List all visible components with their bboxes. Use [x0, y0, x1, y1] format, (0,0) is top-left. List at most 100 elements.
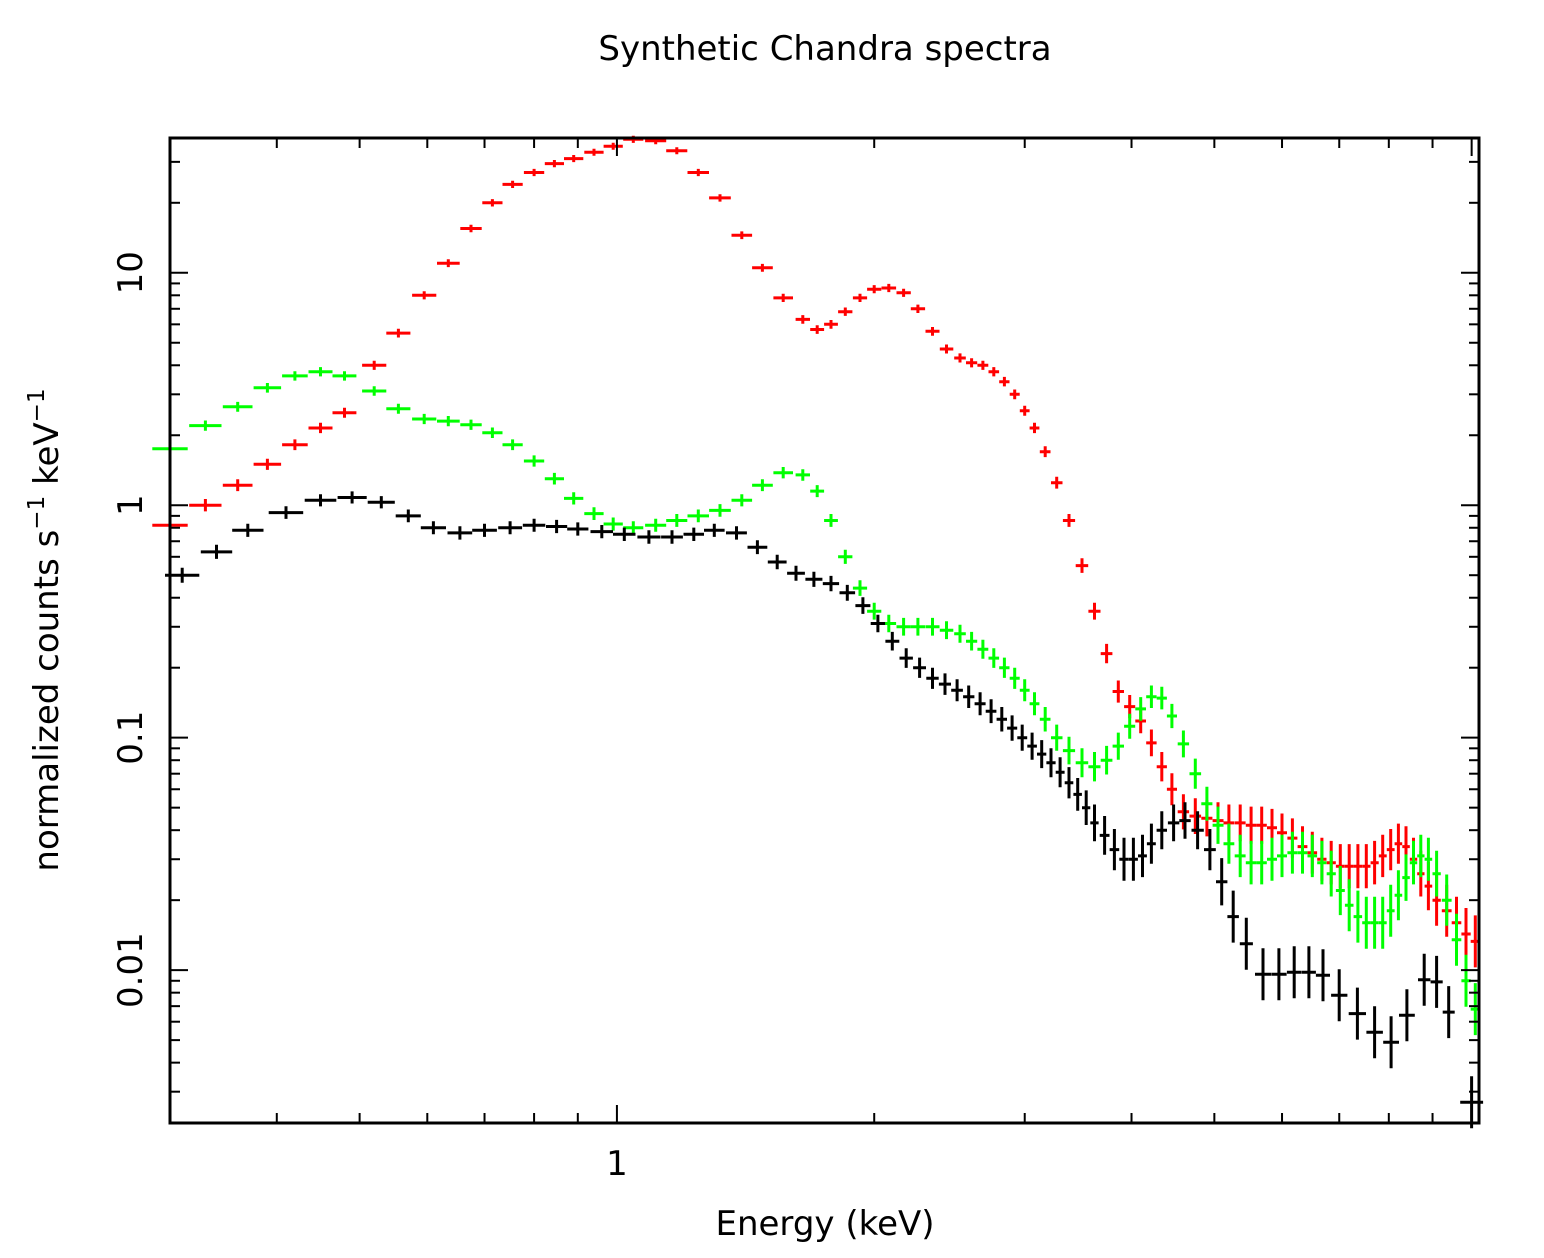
y-axis-label-exp1: −1: [24, 496, 50, 530]
data-point: [985, 699, 997, 724]
data-point: [308, 367, 333, 377]
data-point: [1366, 1006, 1383, 1059]
data-point: [362, 386, 387, 396]
data-point: [1223, 823, 1235, 864]
x-tick-label: 1: [606, 1144, 628, 1184]
data-point: [1100, 745, 1113, 775]
data-point: [925, 327, 940, 336]
data-point: [1271, 948, 1287, 1001]
data-point: [1179, 802, 1191, 839]
data-point: [1307, 834, 1318, 878]
data-point: [1239, 917, 1253, 970]
data-point: [584, 507, 604, 520]
data-point: [1055, 757, 1065, 788]
data-point: [253, 383, 282, 393]
data-point: [810, 325, 825, 334]
data-point: [731, 494, 753, 507]
y-tick-label: 1: [111, 494, 151, 516]
data-point: [939, 621, 954, 640]
data-point: [726, 526, 747, 540]
data-point: [1088, 752, 1101, 782]
data-point: [1234, 834, 1246, 878]
data-point: [337, 491, 367, 504]
data-point: [1156, 811, 1167, 850]
data-point: [996, 707, 1007, 732]
data-point: [939, 344, 954, 354]
data-point: [999, 657, 1010, 678]
data-point: [1331, 969, 1348, 1022]
data-point: [1317, 840, 1327, 885]
data-point: [1201, 786, 1213, 821]
data-point: [822, 575, 840, 592]
data-point: [189, 420, 222, 431]
data-point: [1286, 946, 1302, 999]
data-point: [1112, 732, 1124, 760]
data-point: [881, 283, 897, 293]
data-point: [1402, 854, 1410, 901]
data-point: [977, 360, 989, 370]
data-point: [200, 544, 233, 559]
data-point: [567, 522, 589, 536]
data-point: [1417, 834, 1425, 878]
data-point: [795, 469, 810, 481]
data-point: [1326, 850, 1336, 897]
data-point: [420, 521, 446, 535]
data-point: [232, 523, 264, 537]
data-point: [1315, 949, 1330, 1002]
data-point: [1191, 811, 1204, 850]
data-point: [1370, 896, 1379, 949]
data-point: [1099, 816, 1110, 855]
data-point: [386, 328, 411, 338]
data-point: [666, 514, 688, 527]
data-point: [896, 617, 911, 636]
data-point: [704, 523, 725, 537]
data-point: [683, 527, 704, 541]
y-tick-label: 0.1: [111, 711, 151, 765]
y-axis-label-middle: keV: [27, 422, 67, 495]
data-point: [1204, 829, 1216, 871]
data-point: [1146, 823, 1156, 864]
data-point: [899, 648, 913, 668]
data-point: [1256, 806, 1267, 844]
data-point: [1432, 850, 1441, 897]
data-point: [824, 514, 838, 527]
data-point: [1088, 602, 1101, 620]
data-point: [637, 530, 661, 544]
data-point: [282, 371, 308, 381]
data-point: [1064, 767, 1074, 799]
data-point: [731, 231, 753, 240]
data-point: [687, 509, 709, 523]
data-point: [253, 458, 282, 470]
data-point: [437, 416, 460, 427]
data-point: [752, 263, 773, 272]
data-point: [482, 199, 503, 207]
data-point: [1128, 837, 1138, 881]
data-point: [954, 624, 966, 643]
data-point: [1177, 730, 1190, 758]
data-point: [966, 358, 978, 368]
data-point: [910, 617, 926, 636]
data-point: [1124, 713, 1136, 739]
y-tick-label: 10: [111, 251, 151, 294]
data-point: [1353, 844, 1363, 889]
data-point: [1442, 986, 1455, 1039]
series-black: [165, 491, 1484, 1129]
data-point: [1383, 1016, 1399, 1069]
data-point: [1216, 858, 1228, 906]
series-green: [152, 367, 1480, 1036]
data-point: [522, 518, 546, 532]
data-point: [938, 673, 951, 695]
data-point: [1189, 758, 1202, 789]
data-point: [747, 540, 768, 555]
data-point: [1019, 679, 1030, 702]
data-point: [1409, 840, 1418, 885]
data-point: [1461, 908, 1471, 960]
data-point: [1227, 890, 1239, 943]
data-point: [222, 479, 253, 492]
data-point: [623, 521, 644, 535]
data-point: [1386, 884, 1395, 937]
data-point: [988, 367, 1000, 377]
data-point: [988, 648, 1000, 668]
data-point: [1039, 707, 1051, 732]
plot-frame: [168, 136, 1481, 1125]
